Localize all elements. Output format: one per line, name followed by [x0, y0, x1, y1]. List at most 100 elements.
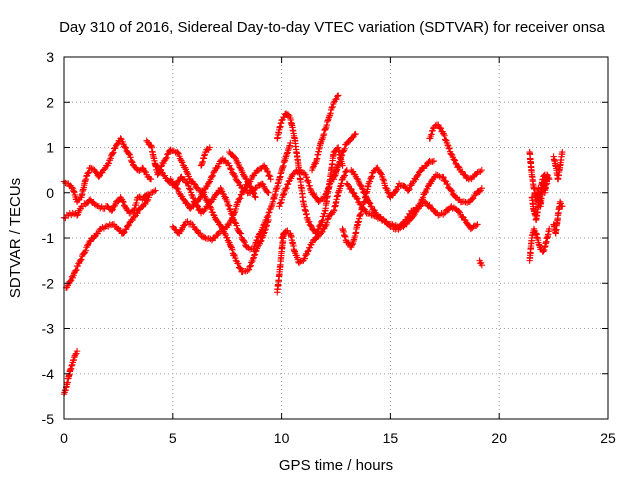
data-point-interp [477, 168, 484, 175]
data-point [267, 175, 274, 183]
data-point-interp [250, 245, 258, 253]
data-point-interp [249, 255, 257, 263]
data-point-interp [361, 190, 369, 197]
data-point-interp [246, 182, 253, 190]
data-point [158, 169, 166, 176]
data-point-interp [416, 168, 424, 175]
data-point-interp [342, 168, 350, 175]
data-point-interp [459, 213, 466, 220]
data-point-interp [468, 195, 476, 203]
data-point-interp [62, 214, 69, 222]
data-point-interp [557, 200, 565, 207]
data-point [291, 248, 298, 255]
data-point-interp [82, 247, 89, 254]
x-tick-label: 25 [600, 430, 616, 446]
data-point-interp [228, 166, 235, 173]
data-point [474, 169, 481, 176]
data-point-interp [266, 173, 274, 180]
data-point-interp [237, 191, 245, 198]
data-point-interp [210, 168, 218, 175]
data-point [559, 203, 566, 210]
data-point-interp [163, 154, 170, 161]
data-point-interp [224, 234, 231, 241]
data-point-interp [229, 246, 236, 253]
data-point-interp [208, 206, 215, 213]
data-point-interp [315, 225, 322, 233]
series-track-15 [276, 162, 342, 210]
data-point [180, 196, 187, 203]
data-point-interp [122, 144, 129, 152]
data-point-interp [250, 189, 257, 197]
data-point-interp [455, 163, 462, 170]
data-point-interp [247, 262, 254, 269]
data-point-interp [284, 227, 291, 234]
data-point-interp [179, 159, 186, 166]
data-point-interp [363, 195, 371, 203]
data-point-interp [214, 164, 221, 172]
data-point-interp [247, 183, 255, 191]
data-point-interp [340, 172, 348, 180]
data-point-interp [393, 186, 400, 194]
data-point-interp [85, 169, 93, 176]
data-point-interp [72, 267, 79, 274]
data-point-interp [451, 156, 458, 163]
data-point-interp [70, 210, 78, 218]
y-tick-label: -5 [42, 411, 55, 427]
data-point [478, 261, 485, 269]
data-point [304, 248, 311, 255]
data-point [95, 173, 103, 181]
data-point-interp [189, 193, 196, 201]
series-track-12 [274, 110, 346, 237]
y-tick-label: -3 [42, 321, 55, 337]
data-point-interp [284, 111, 292, 118]
data-point [356, 200, 364, 208]
data-point-interp [134, 209, 141, 217]
data-point [245, 266, 253, 273]
data-point-interp [87, 238, 94, 245]
series-track-4 [60, 135, 155, 205]
data-point-interp [181, 176, 188, 183]
chart-title: Day 310 of 2016, Sidereal Day-to-day VTE… [59, 19, 605, 36]
data-point-interp [214, 217, 221, 225]
x-tick-labels: 0 5 10 15 20 25 [60, 430, 616, 446]
data-points [60, 92, 566, 398]
data-point-interp [190, 202, 197, 210]
data-point-interp [251, 193, 258, 200]
data-point-interp [451, 157, 459, 164]
data-point-interp [282, 185, 289, 193]
data-point-interp [183, 168, 190, 175]
data-point-interp [99, 224, 106, 231]
data-point-interp [348, 186, 355, 193]
y-tick-label: 2 [46, 94, 54, 110]
data-point [117, 135, 124, 142]
grid-lines [64, 57, 608, 419]
data-point [228, 216, 235, 224]
data-point-interp [237, 195, 244, 202]
data-point [419, 194, 427, 201]
data-point-interp [357, 182, 364, 189]
data-point-interp [279, 234, 286, 241]
data-point-interp [241, 239, 248, 246]
data-point-interp [83, 173, 90, 180]
data-point-interp [236, 265, 244, 272]
data-point-interp [357, 201, 365, 209]
data-point-interp [209, 172, 216, 179]
data-point-interp [265, 209, 272, 217]
data-point-interp [366, 200, 374, 207]
data-point-interp [73, 266, 80, 274]
data-point-interp [405, 187, 412, 194]
data-point-interp [250, 190, 258, 197]
data-point-interp [233, 222, 240, 229]
data-point-interp [429, 158, 436, 165]
y-axis-label: SDTVAR / TECUs [7, 178, 24, 298]
data-point-interp [174, 185, 182, 193]
data-point-interp [266, 209, 273, 216]
data-point-interp [129, 216, 136, 224]
data-point-interp [358, 185, 366, 192]
x-tick-label: 10 [274, 430, 290, 446]
data-point-interp [307, 222, 314, 229]
data-point [173, 185, 181, 192]
data-point [478, 185, 485, 192]
series-track-3 [62, 194, 153, 291]
data-point-interp [225, 202, 233, 209]
